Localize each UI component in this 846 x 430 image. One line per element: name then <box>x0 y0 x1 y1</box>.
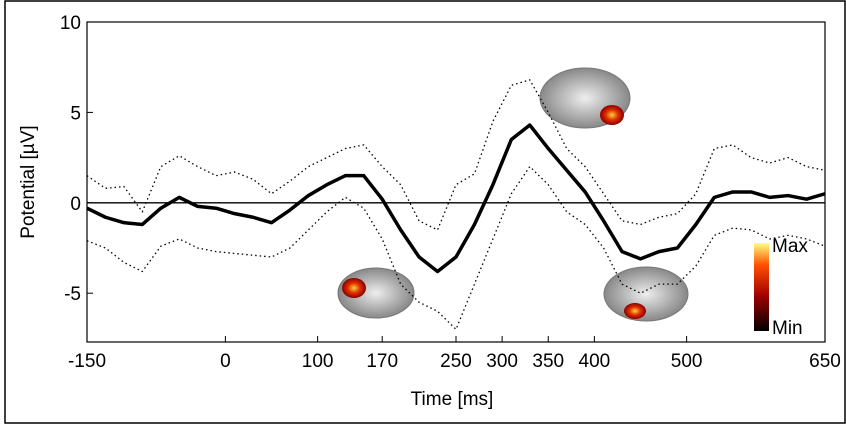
x-tick-label: 350 <box>532 351 564 372</box>
y-axis-label: Potential [µV] <box>18 125 39 238</box>
x-tick-label: 300 <box>486 351 518 372</box>
colorbar-min: Min <box>772 318 803 339</box>
x-tick-label: 500 <box>671 351 703 372</box>
y-tick-label: 5 <box>70 103 81 124</box>
x-tick-label: 250 <box>440 351 472 372</box>
colorbar <box>754 243 769 331</box>
x-tick-label: 100 <box>302 351 334 372</box>
series-line <box>86 165 826 330</box>
x-tick-label: 170 <box>366 351 398 372</box>
x-tick-label: -150 <box>68 351 106 372</box>
series-line <box>86 123 826 274</box>
y-tick-label: -5 <box>64 284 81 305</box>
colorbar-max: Max <box>772 236 808 257</box>
plot-area <box>86 21 826 343</box>
frame <box>4 0 846 424</box>
series-line <box>86 79 826 231</box>
x-tick-label: 400 <box>579 351 611 372</box>
y-tick-label: 10 <box>60 13 81 34</box>
x-tick-label: 650 <box>809 351 841 372</box>
brain-icons <box>337 67 689 322</box>
x-tick-label: 0 <box>220 351 231 372</box>
x-axis-label: Time [ms] <box>411 389 494 410</box>
y-tick-label: 0 <box>70 194 81 215</box>
